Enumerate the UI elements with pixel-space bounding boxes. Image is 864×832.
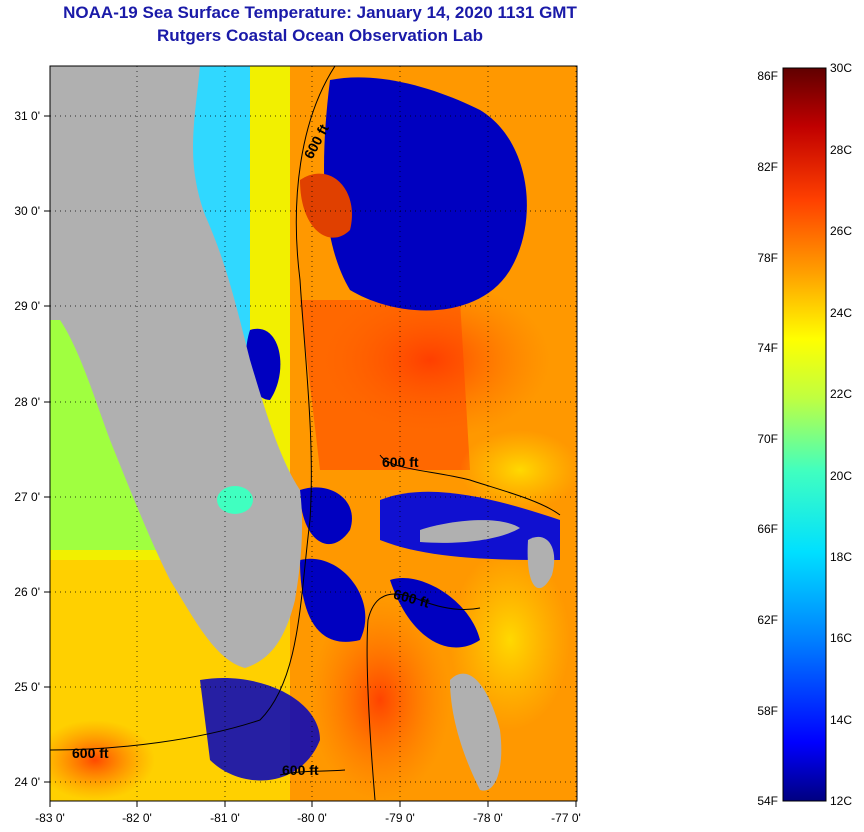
- colorbar-f-label: 74F: [757, 341, 778, 355]
- bahamas-land: [420, 520, 520, 543]
- sst-field: [50, 66, 577, 801]
- colorbar-f-label: 54F: [757, 794, 778, 808]
- colorbar-c-label: 20C: [830, 469, 852, 483]
- colorbar-c-label: 22C: [830, 387, 852, 401]
- colorbar-f-label: 66F: [757, 522, 778, 536]
- lon-tick-label: -77 0': [551, 811, 581, 825]
- colorbar-c-label: 14C: [830, 713, 852, 727]
- colorbar-f-label: 86F: [757, 69, 778, 83]
- florida-land: [50, 66, 303, 668]
- colorbar-f-label: 78F: [757, 251, 778, 265]
- colorbar-c-label: 16C: [830, 631, 852, 645]
- lon-tick-label: -83 0': [35, 811, 65, 825]
- lon-tick-label: -80 0': [297, 811, 327, 825]
- lon-tick-label: -82 0': [122, 811, 152, 825]
- contour-label: 600 ft: [72, 745, 109, 761]
- contour-label: 600 ft: [382, 454, 419, 470]
- lon-tick-label: -81 0': [210, 811, 240, 825]
- map-frame: [49, 65, 578, 802]
- lon-tick-label: -78 0': [473, 811, 503, 825]
- lat-tick-label: 29 0': [14, 299, 40, 313]
- lat-tick-label: 27 0': [14, 490, 40, 504]
- colorbar-c-label: 30C: [830, 61, 852, 75]
- lat-tick-label: 25 0': [14, 680, 40, 694]
- map-subtitle: Rutgers Coastal Ocean Observation Lab: [157, 26, 483, 45]
- colorbar-f-label: 82F: [757, 160, 778, 174]
- colorbar-c-label: 18C: [830, 550, 852, 564]
- axis-ticks: [44, 115, 577, 807]
- lat-tick-label: 26 0': [14, 585, 40, 599]
- colorbar-f-label: 70F: [757, 432, 778, 446]
- lat-tick-label: 28 0': [14, 395, 40, 409]
- lat-tick-label: 31 0': [14, 109, 40, 123]
- map-title: NOAA-19 Sea Surface Temperature: January…: [63, 3, 577, 22]
- contour-label: 600 ft: [282, 762, 319, 778]
- colorbar-c-label: 12C: [830, 794, 852, 808]
- colorbar-c-label: 28C: [830, 143, 852, 157]
- colorbar: [782, 67, 827, 802]
- lat-tick-label: 24 0': [14, 775, 40, 789]
- isobath-contours: [50, 66, 561, 801]
- colorbar-c-label: 24C: [830, 306, 852, 320]
- colorbar-f-label: 58F: [757, 704, 778, 718]
- lon-tick-label: -79 0': [385, 811, 415, 825]
- colorbar-c-label: 26C: [830, 224, 852, 238]
- lat-tick-label: 30 0': [14, 204, 40, 218]
- colorbar-f-label: 62F: [757, 613, 778, 627]
